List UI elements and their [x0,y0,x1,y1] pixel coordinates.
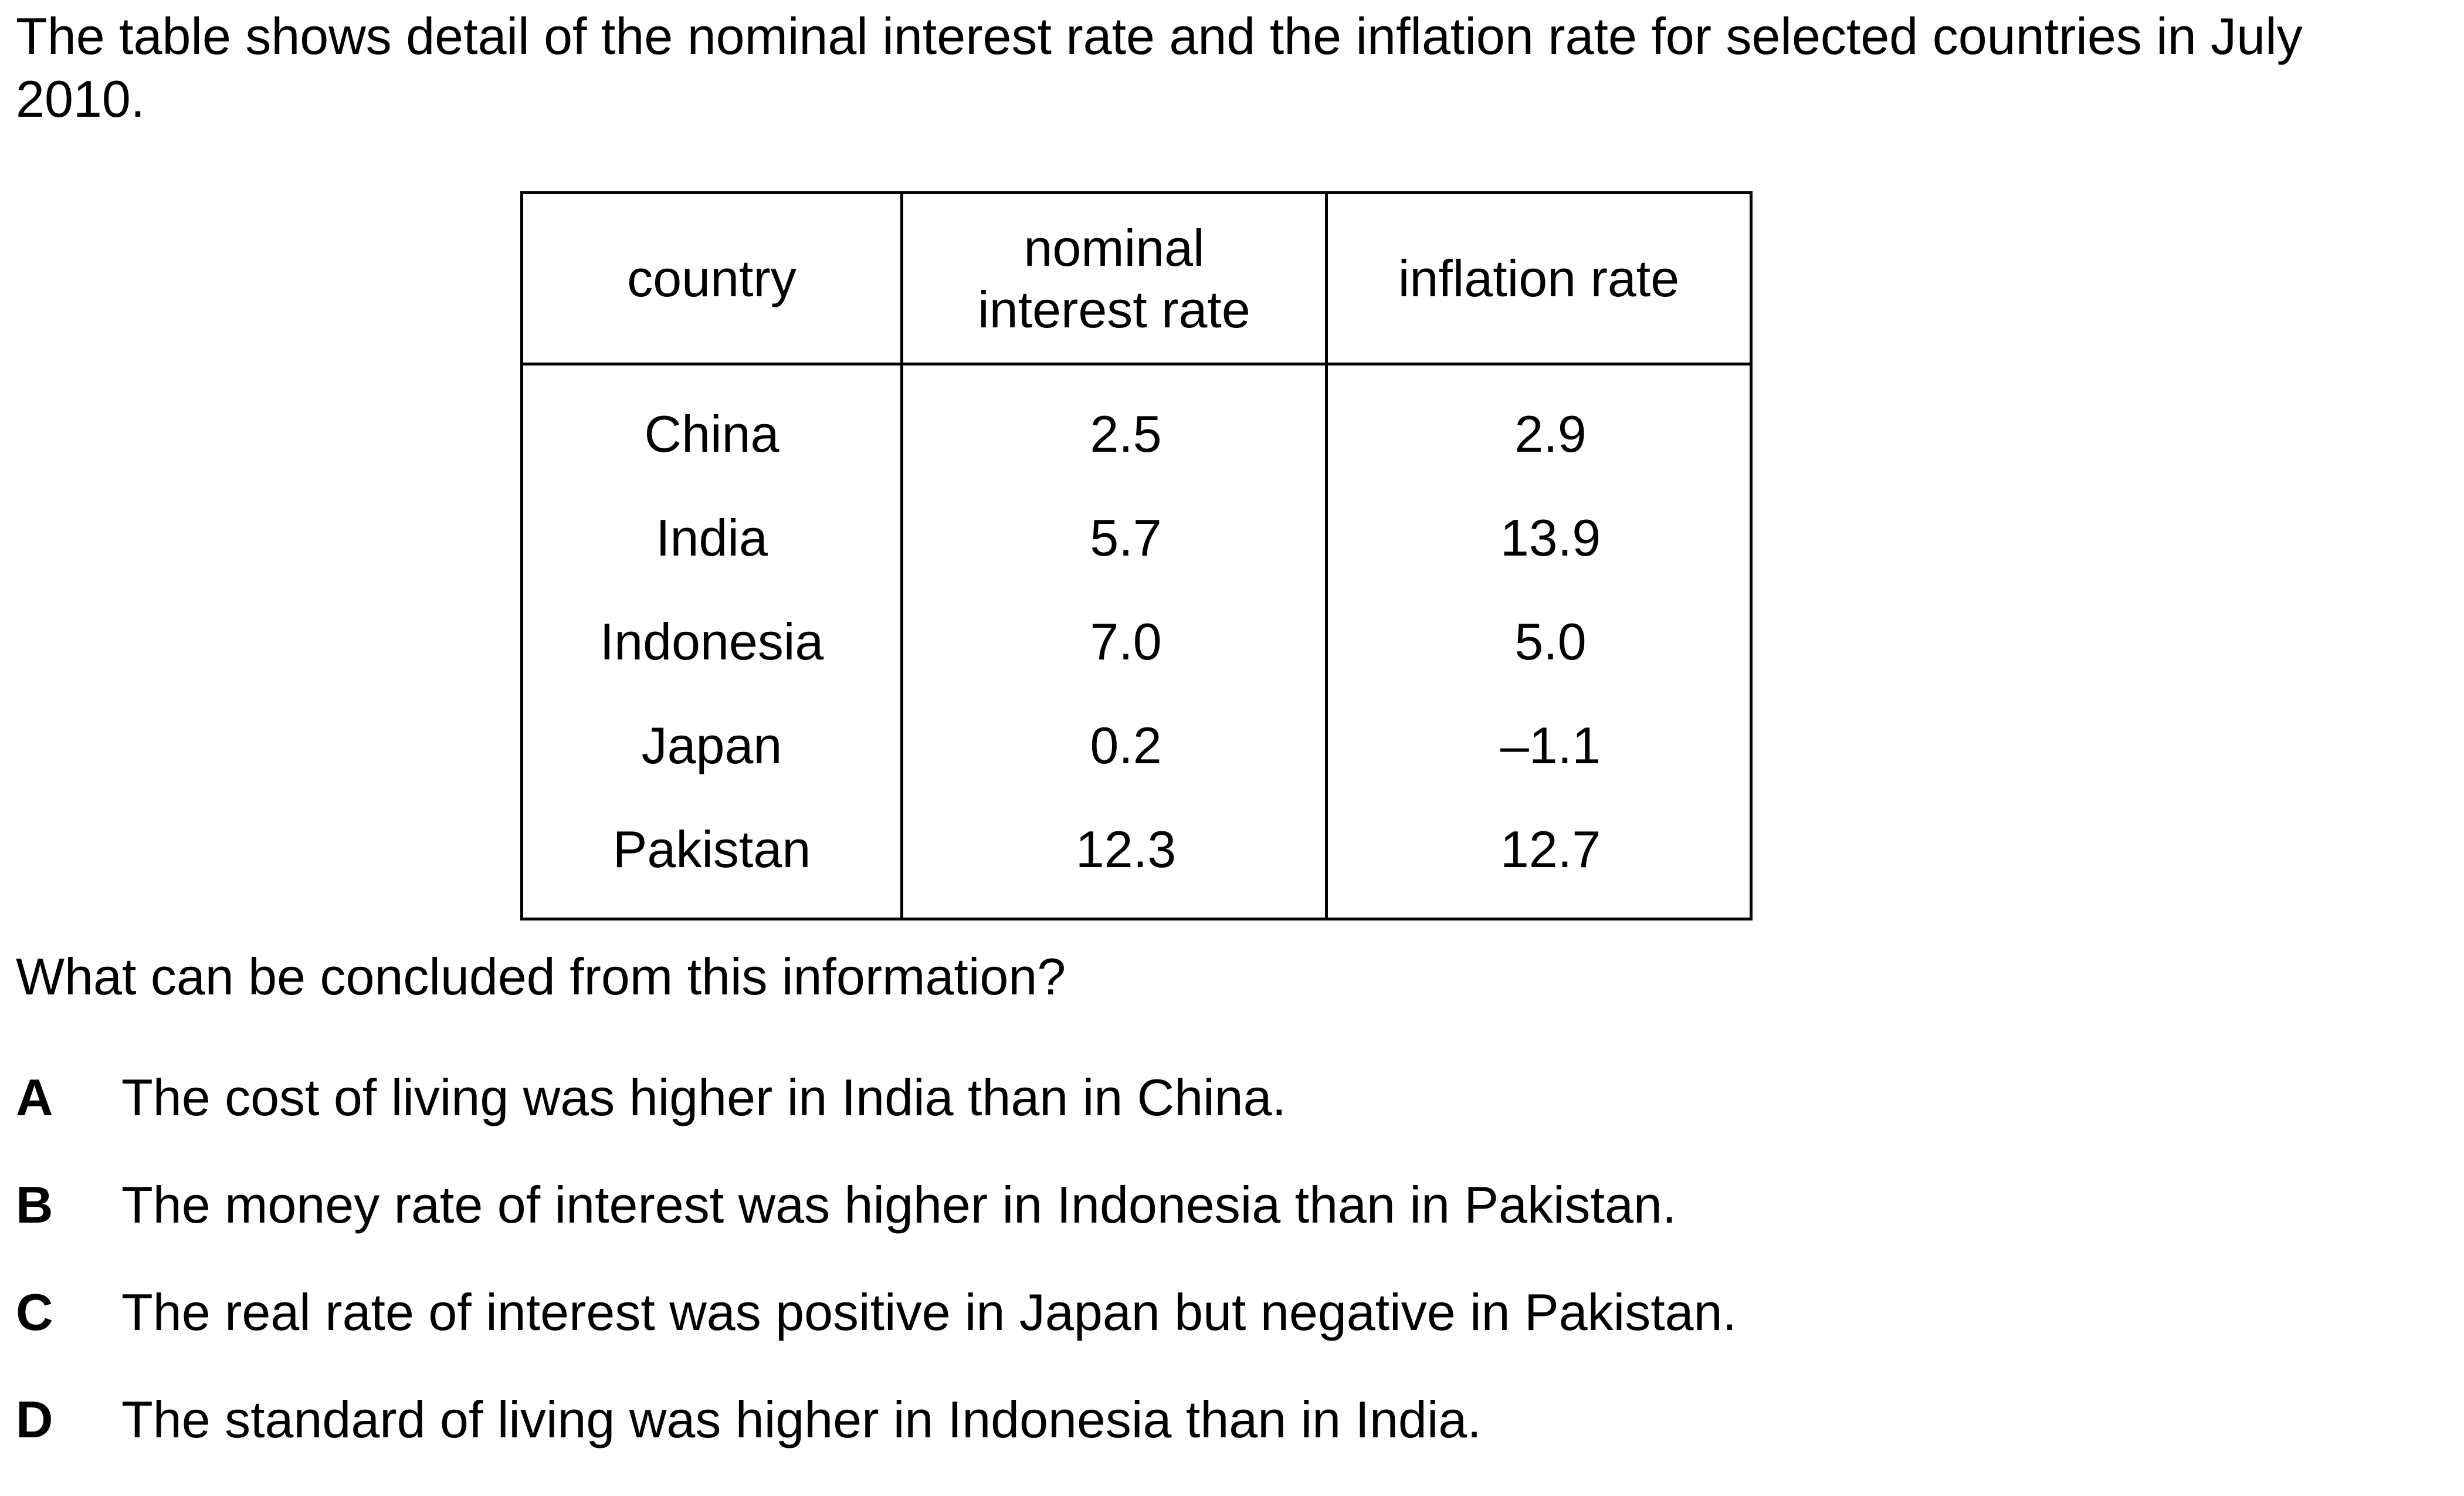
option-text: The real rate of interest was positive i… [121,1283,1737,1341]
cell-country: Pakistan [520,797,903,919]
cell-country: Japan [520,693,903,797]
table-row: Pakistan 12.3 12.7 [520,797,1753,919]
cell-nominal: 0.2 [900,693,1328,797]
cell-country: China [520,364,903,486]
intro-text: The table shows detail of the nominal in… [16,7,2303,128]
option-text: The standard of living was higher in Ind… [121,1390,1482,1448]
cell-inflation: 2.9 [1325,364,1753,486]
table-row: India 5.7 13.9 [520,486,1753,590]
table-row: Japan 0.2 –1.1 [520,693,1753,797]
option-letter: A [16,1068,53,1126]
cell-inflation: –1.1 [1325,693,1753,797]
option-c[interactable]: C The real rate of interest was positive… [16,1281,1737,1389]
option-d[interactable]: D The standard of living was higher in I… [16,1389,1737,1496]
cell-nominal: 7.0 [900,590,1328,693]
cell-inflation: 12.7 [1325,797,1753,919]
option-b[interactable]: B The money rate of interest was higher … [16,1174,1737,1281]
cell-inflation: 5.0 [1325,590,1753,693]
question-text: What can be concluded from this informat… [16,947,1066,1006]
option-text: The money rate of interest was higher in… [121,1176,1677,1234]
cell-nominal: 12.3 [900,797,1328,919]
interest-inflation-table: country nominal interest rate inflation … [520,191,1753,920]
cell-inflation: 13.9 [1325,486,1753,590]
header-nominal-interest-rate: nominal interest rate [900,191,1328,365]
option-a[interactable]: A The cost of living was higher in India… [16,1067,1737,1174]
option-text: The cost of living was higher in India t… [121,1068,1287,1126]
cell-country: Indonesia [520,590,903,693]
option-letter: B [16,1176,53,1234]
cell-nominal: 2.5 [900,364,1328,486]
header-nominal-line2: interest rate [978,280,1250,339]
table-row: China 2.5 2.9 [520,364,1753,486]
table-row: Indonesia 7.0 5.0 [520,590,1753,693]
table-header-row: country nominal interest rate inflation … [520,191,1753,365]
header-nominal-line1: nominal [1023,218,1205,277]
header-country: country [520,191,903,365]
header-inflation-rate: inflation rate [1325,191,1753,365]
option-letter: D [16,1390,53,1448]
answer-options: A The cost of living was higher in India… [16,1067,1737,1496]
cell-nominal: 5.7 [900,486,1328,590]
option-letter: C [16,1283,53,1341]
cell-country: India [520,486,903,590]
